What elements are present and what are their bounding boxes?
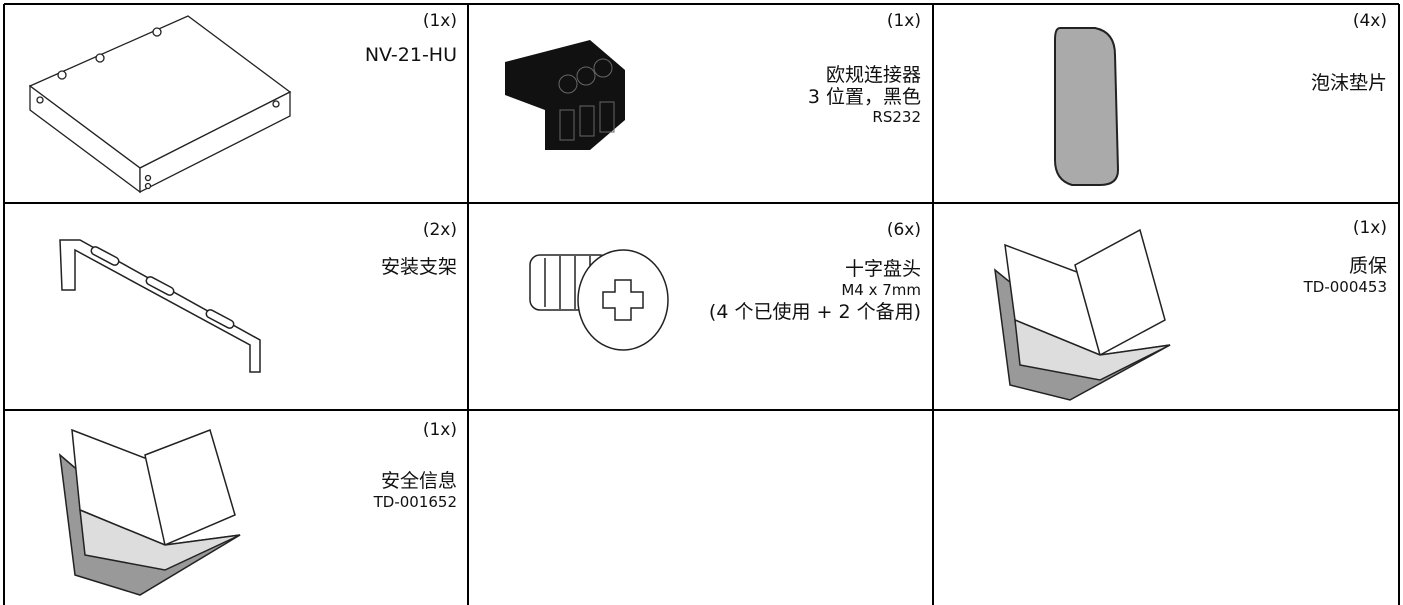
item-text: 3 位置，黑色 [807,86,921,108]
quantity: (6x) [886,220,921,240]
quantity: (1x) [886,11,921,31]
item-text: TD-000453 [1303,278,1387,296]
foam-pad-illustration [1054,27,1120,186]
item-text: 泡沫垫片 [1310,72,1387,94]
quantity: (1x) [422,11,457,31]
bracket-illustration [59,239,261,373]
quantity: (1x) [422,420,457,440]
connector-illustration [505,40,625,150]
warranty-book-illustration [994,228,1171,401]
item-text: TD-001652 [373,493,457,511]
device-illustration [28,15,292,194]
quantity: (4x) [1352,11,1387,31]
item-text: 安全信息 [380,470,457,492]
item-text: M4 x 7mm [841,281,921,299]
item-text: NV-21-HU [364,44,457,66]
grid [3,3,1400,605]
item-text: (4 个已使用 + 2 个备用) [708,301,921,323]
item-text: 十字盘头 [844,258,921,280]
screw-illustration [529,249,669,351]
item-text: 欧规连接器 [825,64,921,86]
item-text: RS232 [872,108,921,126]
item-text: 安装支架 [380,256,457,278]
safety-book-illustration [59,428,241,596]
quantity: (2x) [422,220,457,240]
quantity: (1x) [1352,218,1387,238]
item-text: 质保 [1348,255,1387,277]
